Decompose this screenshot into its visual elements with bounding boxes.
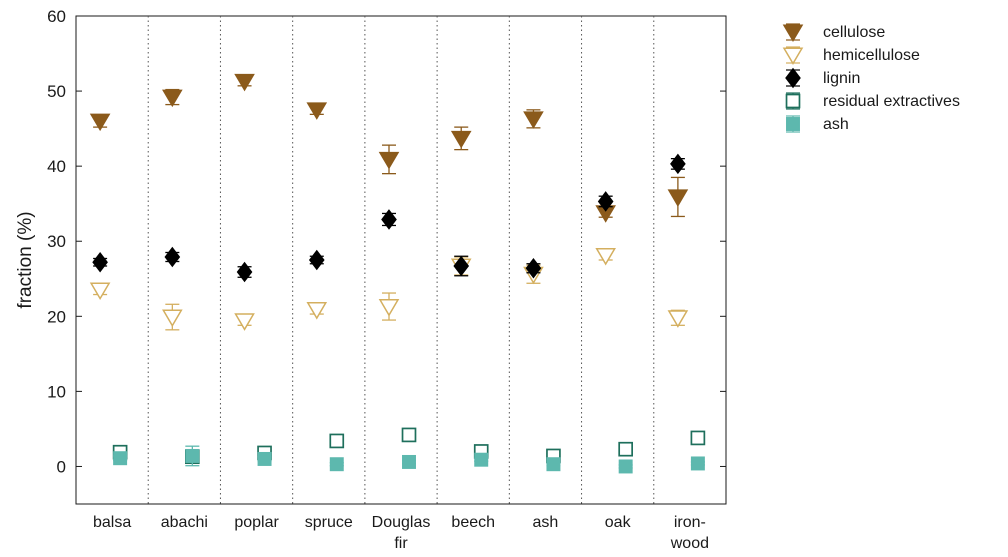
x-tick-label: abachi [161,514,208,531]
y-tick-label: 40 [47,157,66,176]
legend-marker [782,47,804,66]
legend-label: lignin [823,70,860,87]
x-tick-label: Douglas [372,514,431,531]
x-tick-label: oak [605,514,632,531]
data-point [92,251,108,273]
data-point [329,433,345,449]
legend-item: cellulose [782,23,885,43]
series-hemicellulose [89,247,689,331]
legend-marker [785,93,801,109]
legend-item: hemicellulose [782,46,920,66]
x-tick-label: poplar [234,514,279,531]
series-cellulose [89,73,689,223]
data-point [525,257,542,279]
y-tick-label: 30 [47,232,66,251]
data-point [162,89,183,108]
data-point [381,209,397,230]
x-tick-label: beech [451,514,495,531]
data-point [690,456,705,471]
y-tick-label: 50 [47,82,66,101]
series-lignin [92,153,686,283]
data-point [618,441,633,457]
data-point [234,73,255,92]
data-point [690,430,706,446]
data-point [257,451,272,466]
data-point [595,247,616,266]
data-point [329,457,344,472]
data-point [474,452,489,467]
data-point [597,191,614,212]
y-tick-label: 60 [47,7,66,26]
y-tick-label: 20 [47,307,66,326]
data-point [401,427,417,443]
data-point [162,309,183,328]
legend-marker [782,24,804,43]
x-tick-label: ash [533,514,559,531]
x-tick-label: iron- [674,514,706,531]
data-point [523,111,544,129]
data-point [113,451,128,466]
data-point [236,261,253,283]
data-point [546,457,561,472]
data-point [667,310,689,328]
y-axis-label: fraction (%) [15,211,36,308]
data-point [306,102,328,120]
data-point [450,130,472,149]
x-tick-label: balsa [93,514,131,531]
legend-label: hemicellulose [823,47,920,64]
legend-label: ash [823,116,849,133]
legend-label: residual extractives [823,93,960,110]
data-point [308,249,325,271]
y-tick-label: 0 [57,457,66,476]
data-point [667,189,689,207]
y-tick-label: 10 [47,382,66,401]
data-point [89,113,111,132]
data-point [378,151,400,170]
data-point [453,255,470,277]
legend-marker [785,67,801,89]
legend-item: residual extractives [785,92,960,110]
x-tick-label: wood [670,535,709,552]
data-point [378,299,400,317]
plot-area: 0 10 20 30 40 50 60 fraction (%) balsa abachi popl… [15,7,727,552]
legend: cellulose hemicellulose lignin residual ext… [782,23,960,133]
series-ash [113,445,705,474]
x-tick-label: fir [394,535,408,552]
legend-label: cellulose [823,24,885,41]
x-tick-label: spruce [305,514,353,531]
data-point [306,302,328,320]
legend-item: lignin [785,67,860,89]
data-point [89,282,111,301]
legend-item: ash [786,115,849,133]
data-point [670,153,686,175]
data-point [185,448,200,463]
data-point [234,313,255,331]
plot-frame [75,15,727,505]
legend-marker [786,117,800,131]
data-point [402,454,416,469]
data-point [618,459,633,474]
data-point [164,246,181,268]
